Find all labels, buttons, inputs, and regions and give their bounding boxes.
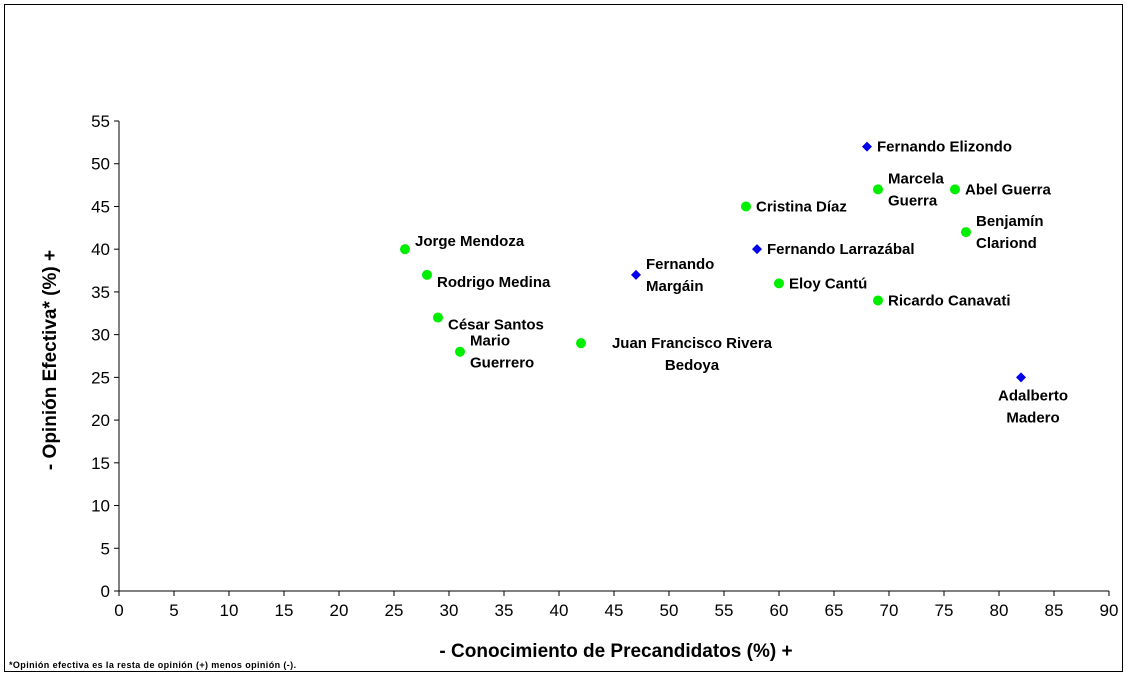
y-tick-label: 50 bbox=[91, 155, 110, 174]
point-label: Abel Guerra bbox=[965, 181, 1052, 198]
x-axis-title: - Conocimiento de Precandidatos (%) + bbox=[439, 641, 792, 662]
point-label: Mario Guerrero bbox=[470, 333, 534, 372]
chart-frame: 0 5 10 15 20 25 30 35 40 45 50 55 60 65 70 75 80 85 90 0 5 1… bbox=[4, 4, 1123, 672]
point-label: Jorge Mendoza bbox=[415, 233, 525, 250]
y-tick-label: 25 bbox=[91, 368, 110, 387]
point-label-line: Bedoya bbox=[665, 357, 720, 374]
point-label-line: Abel Guerra bbox=[965, 181, 1052, 198]
x-tick-label: 55 bbox=[715, 601, 734, 620]
y-axis-title: - Opinión Efectiva* (%) + bbox=[40, 250, 61, 470]
diamond-marker bbox=[752, 244, 762, 255]
y-tick-label: 10 bbox=[91, 497, 110, 516]
point-label-line: Eloy Cantú bbox=[789, 275, 867, 292]
diamond-marker bbox=[631, 269, 641, 280]
point-label-line: Cristina Díaz bbox=[756, 198, 847, 215]
x-tick-label: 40 bbox=[550, 601, 569, 620]
point-label-line: Fernando Elizondo bbox=[877, 139, 1012, 156]
diamond-marker bbox=[1016, 372, 1026, 383]
circle-marker bbox=[950, 184, 960, 195]
point-label-line: Mario bbox=[470, 333, 510, 350]
x-tick-label: 75 bbox=[935, 601, 954, 620]
circle-marker bbox=[422, 269, 432, 280]
x-tick-label: 35 bbox=[495, 601, 514, 620]
x-tick-label: 65 bbox=[825, 601, 844, 620]
x-tick-label: 15 bbox=[275, 601, 294, 620]
x-tick-label: 85 bbox=[1045, 601, 1064, 620]
x-tick-label: 10 bbox=[220, 601, 239, 620]
point-label: Rodrigo Medina bbox=[437, 274, 551, 291]
point-label-line: Fernando Larrazábal bbox=[767, 241, 915, 258]
y-tick-label: 55 bbox=[91, 112, 110, 131]
point-label: Ricardo Canavati bbox=[888, 292, 1011, 309]
y-tick-label: 30 bbox=[91, 326, 110, 345]
circle-marker bbox=[961, 227, 971, 238]
point-label-line: Jorge Mendoza bbox=[415, 233, 525, 250]
point-label: Adalberto Madero bbox=[998, 387, 1068, 426]
x-tick-label: 70 bbox=[880, 601, 899, 620]
x-tick-label: 25 bbox=[385, 601, 404, 620]
circle-marker bbox=[873, 295, 883, 306]
data-points bbox=[400, 141, 1026, 383]
circle-marker bbox=[576, 338, 586, 349]
point-label-line: Juan Francisco Rivera bbox=[612, 335, 773, 352]
x-tick-label: 60 bbox=[770, 601, 789, 620]
y-tick-label: 40 bbox=[91, 240, 110, 259]
point-label: Fernando Elizondo bbox=[877, 139, 1012, 156]
point-label-line: Guerrero bbox=[470, 355, 534, 372]
point-label-line: Ricardo Canavati bbox=[888, 292, 1011, 309]
y-tick-label: 35 bbox=[91, 283, 110, 302]
circle-marker bbox=[774, 278, 784, 289]
y-tick-label: 15 bbox=[91, 454, 110, 473]
scatter-chart: 0 5 10 15 20 25 30 35 40 45 50 55 60 65 70 75 80 85 90 0 5 1… bbox=[40, 112, 1118, 662]
circle-marker bbox=[741, 201, 751, 212]
point-label-line: Benjamín bbox=[976, 213, 1044, 230]
point-label: Fernando Margáin bbox=[646, 256, 714, 295]
point-label-line: Madero bbox=[1006, 409, 1059, 426]
point-label: César Santos bbox=[448, 317, 544, 334]
x-tick-label: 30 bbox=[440, 601, 459, 620]
point-label: Juan Francisco Rivera Bedoya bbox=[612, 335, 773, 374]
point-label: Eloy Cantú bbox=[789, 275, 867, 292]
point-label-line: Margáin bbox=[646, 278, 704, 295]
y-tick-label: 5 bbox=[101, 539, 110, 558]
x-tick-label: 0 bbox=[114, 601, 123, 620]
point-label: Marcela Guerra bbox=[888, 170, 945, 209]
diamond-marker bbox=[862, 141, 872, 152]
y-axis-ticks: 0 5 10 15 20 25 30 35 40 45 50 55 bbox=[91, 112, 119, 601]
y-tick-label: 0 bbox=[101, 582, 110, 601]
x-tick-label: 5 bbox=[169, 601, 178, 620]
x-tick-label: 50 bbox=[660, 601, 679, 620]
point-label-line: Rodrigo Medina bbox=[437, 274, 551, 291]
x-tick-label: 80 bbox=[990, 601, 1009, 620]
point-label-line: Marcela bbox=[888, 170, 945, 187]
x-tick-label: 45 bbox=[605, 601, 624, 620]
circle-marker bbox=[400, 244, 410, 255]
footnote: *Opinión efectiva es la resta de opinión… bbox=[9, 660, 297, 670]
y-tick-label: 20 bbox=[91, 411, 110, 430]
point-label: Fernando Larrazábal bbox=[767, 241, 915, 258]
y-tick-label: 45 bbox=[91, 197, 110, 216]
axes bbox=[118, 121, 1109, 592]
point-labels: Fernando Elizondo Marcela Guerra Abel Guerr… bbox=[415, 139, 1068, 427]
x-tick-label: 90 bbox=[1100, 601, 1119, 620]
circle-marker bbox=[455, 346, 465, 357]
circle-marker bbox=[873, 184, 883, 195]
x-axis-ticks: 0 5 10 15 20 25 30 35 40 45 50 55 60 65 70 75 80 85 90 bbox=[114, 591, 1118, 620]
point-label-line: Adalberto bbox=[998, 387, 1068, 404]
x-tick-label: 20 bbox=[330, 601, 349, 620]
point-label-line: Guerra bbox=[888, 192, 938, 209]
point-label: Cristina Díaz bbox=[756, 198, 847, 215]
point-label-line: Clariond bbox=[976, 235, 1037, 252]
point-label-line: César Santos bbox=[448, 317, 544, 334]
point-label: Benjamín Clariond bbox=[976, 213, 1044, 252]
circle-marker bbox=[433, 312, 443, 323]
point-label-line: Fernando bbox=[646, 256, 714, 273]
